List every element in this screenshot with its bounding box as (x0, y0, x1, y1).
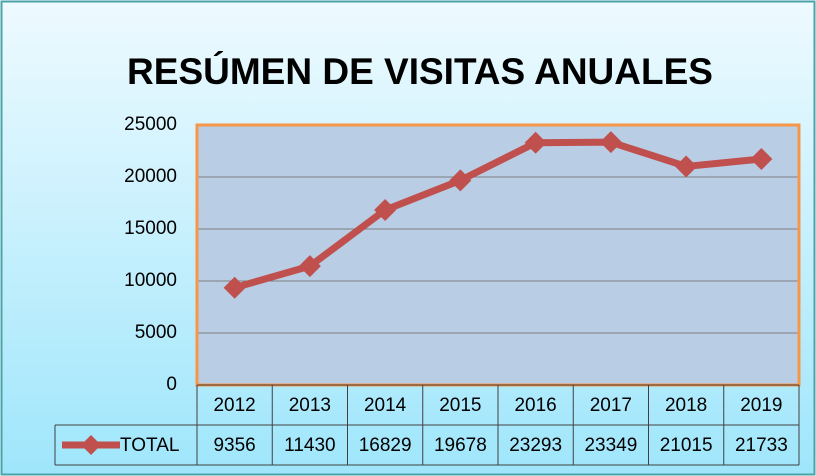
table-value: 21015 (660, 435, 713, 456)
legend-label: TOTAL (120, 435, 179, 456)
table-value: 9356 (213, 435, 255, 456)
x-tick-label: 2017 (590, 395, 632, 416)
x-tick-label: 2018 (665, 395, 707, 416)
marker (750, 147, 773, 170)
marker (675, 155, 698, 178)
x-tick-label: 2019 (740, 395, 782, 416)
chart-title: RESÚMEN DE VISITAS ANUALES (127, 50, 713, 92)
x-tick-label: 2013 (289, 395, 331, 416)
x-tick-label: 2016 (514, 395, 556, 416)
series-line (233, 138, 762, 292)
marker (223, 276, 246, 299)
table-value: 23293 (509, 435, 562, 456)
x-tick-label: 2015 (439, 395, 481, 416)
y-tick-label: 0 (166, 374, 177, 395)
marker (524, 131, 547, 154)
x-tick-label: 2012 (213, 395, 255, 416)
table-value: 21733 (735, 435, 788, 456)
marker (298, 255, 321, 278)
y-tick-label: 25000 (124, 114, 177, 135)
marker (599, 131, 622, 154)
y-tick-label: 5000 (135, 322, 177, 343)
marker (449, 169, 472, 192)
table-value: 23349 (584, 435, 637, 456)
y-tick-label: 15000 (124, 218, 177, 239)
y-tick-label: 20000 (124, 166, 177, 187)
table-value: 11430 (284, 435, 335, 456)
marker (374, 198, 397, 221)
x-tick-label: 2014 (364, 395, 407, 416)
legend-marker (81, 435, 101, 455)
table-value: 16829 (359, 435, 412, 456)
table-value: 19678 (434, 435, 487, 456)
y-tick-label: 10000 (124, 270, 177, 291)
